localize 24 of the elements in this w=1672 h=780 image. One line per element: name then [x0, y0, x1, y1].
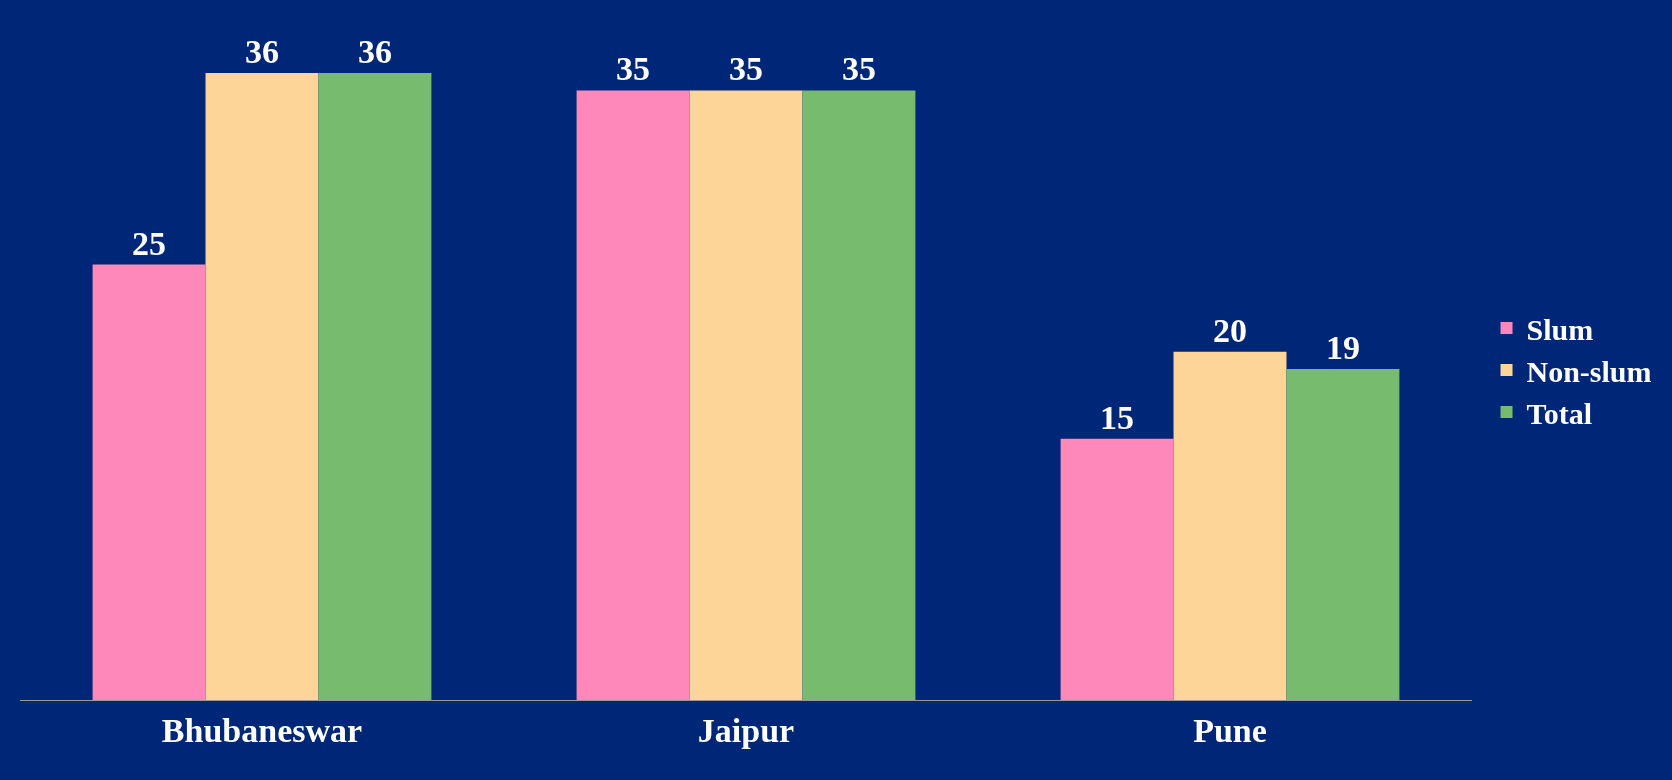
x-tick-label: Pune: [1193, 711, 1267, 749]
legend-label: Non-slum: [1526, 354, 1652, 388]
data-label: 25: [132, 224, 167, 262]
bar: [802, 90, 916, 700]
x-tick-label: Jaipur: [697, 711, 795, 749]
legend-label: Total: [1526, 396, 1593, 430]
data-label: 36: [245, 33, 279, 70]
bar: [318, 73, 432, 700]
data-label: 35: [616, 50, 651, 88]
data-label: 35: [729, 50, 763, 88]
legend-label: Slum: [1526, 312, 1594, 346]
bar: [1060, 438, 1174, 700]
bar: [92, 264, 206, 700]
x-tick-label: Bhubaneswar: [161, 711, 363, 749]
data-label: 35: [841, 50, 876, 88]
data-label: 36: [357, 33, 392, 70]
data-label: 19: [1325, 329, 1360, 367]
data-label: 15: [1100, 398, 1135, 436]
bar: [576, 90, 690, 700]
bar: [1173, 351, 1287, 700]
bar: [205, 73, 319, 700]
data-label: 20: [1213, 311, 1247, 349]
bar: [689, 90, 803, 700]
bar: [1286, 369, 1400, 700]
